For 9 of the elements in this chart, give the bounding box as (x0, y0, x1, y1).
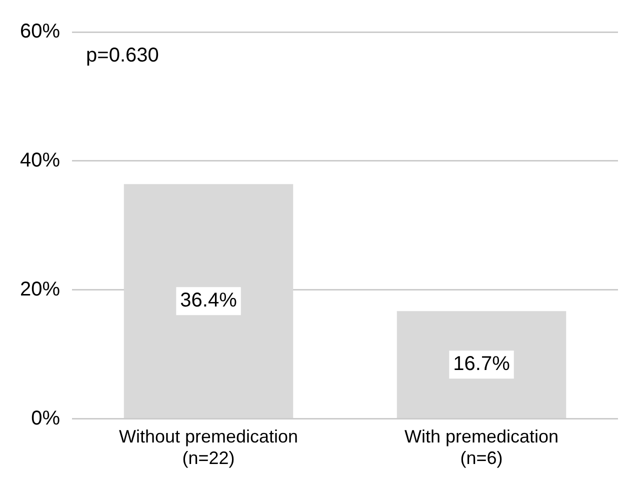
y-tick-label: 40% (20, 149, 60, 172)
data-label: 16.7% (453, 353, 510, 376)
y-tick-label: 20% (20, 278, 60, 300)
x-tick-label: With premedication (n=6) (404, 426, 559, 468)
y-tick-label: 60% (20, 20, 60, 43)
data-label: 36.4% (180, 290, 238, 312)
y-tick-label: 0% (31, 407, 60, 430)
x-tick-label: Without premedication (n=22) (118, 426, 298, 468)
annotation: p=0.630 (86, 44, 159, 67)
